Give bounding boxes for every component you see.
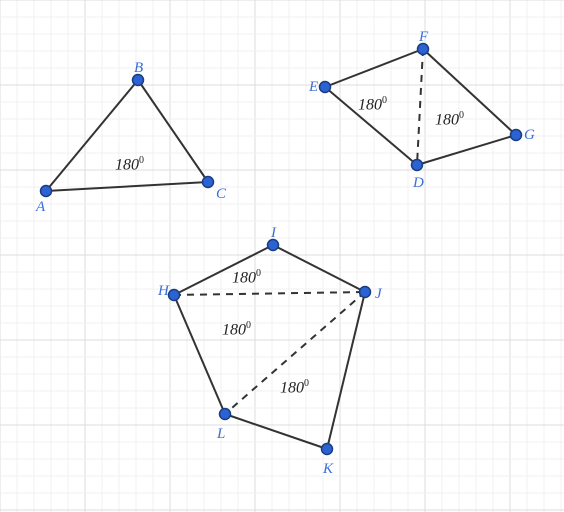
vertex-label-I: I	[271, 225, 276, 242]
vertex-A	[41, 186, 52, 197]
vertex-label-A: A	[36, 199, 45, 216]
vertex-label-F: F	[419, 29, 428, 46]
quad-DEFG-angle-0: 1800	[358, 95, 387, 114]
vertex-E	[320, 82, 331, 93]
vertex-J	[360, 287, 371, 298]
edge-HJ	[174, 292, 365, 295]
vertex-label-L: L	[217, 426, 225, 443]
pentagon-HIJKL-angle-1: 1800	[222, 320, 251, 339]
geometry-canvas: A B C 1800 E F G D 1800 1800 I J K L H 1800 1800 1800	[0, 0, 564, 512]
edge-FD	[417, 49, 423, 165]
vertex-label-E: E	[309, 79, 318, 96]
vertex-label-J: J	[375, 286, 382, 303]
vertex-L	[220, 409, 231, 420]
diagram-svg	[0, 0, 564, 512]
vertex-label-B: B	[134, 60, 143, 77]
edge-LH	[174, 295, 225, 414]
quad-DEFG-angle-1: 1800	[435, 110, 464, 129]
edge-KL	[225, 414, 327, 449]
edge-BC	[138, 80, 208, 182]
vertex-label-C: C	[216, 186, 226, 203]
edge-IJ	[273, 245, 365, 292]
vertex-label-H: H	[158, 283, 169, 300]
vertex-G	[511, 130, 522, 141]
triangle-ABC-angle-0: 1800	[115, 155, 144, 174]
vertex-D	[412, 160, 423, 171]
vertex-H	[169, 290, 180, 301]
vertex-label-K: K	[323, 461, 333, 478]
vertex-label-D: D	[413, 175, 424, 192]
vertex-C	[203, 177, 214, 188]
vertex-label-G: G	[524, 127, 535, 144]
edge-GD	[417, 135, 516, 165]
pentagon-HIJKL-angle-2: 1800	[280, 378, 309, 397]
pentagon-HIJKL-angle-0: 1800	[232, 268, 261, 287]
vertex-K	[322, 444, 333, 455]
